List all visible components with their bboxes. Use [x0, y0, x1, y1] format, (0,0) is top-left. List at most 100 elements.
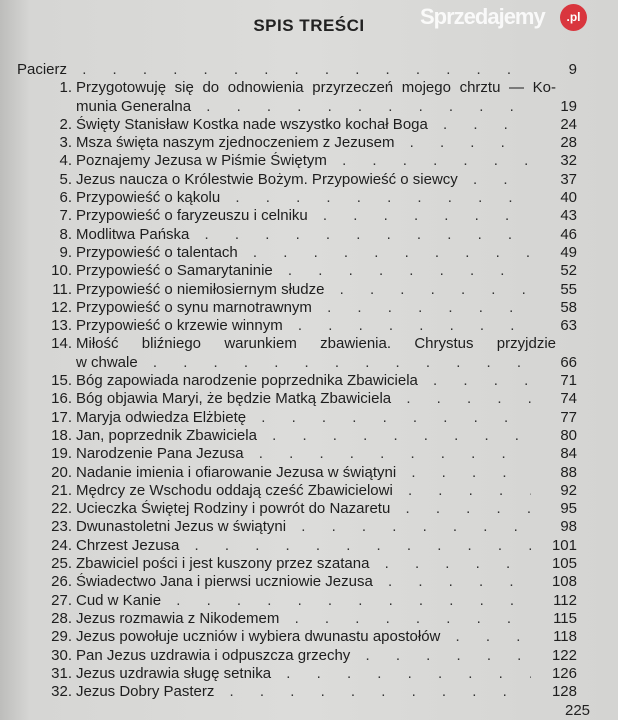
entry-title: Bóg objawia Maryi, że będzie Matką Zbawi…: [76, 390, 531, 408]
entry-title: w chwale . . . . . . . . . . . . . . . .…: [76, 354, 531, 372]
entry-number: 5.: [59, 170, 72, 188]
entry-title-text: Nadanie imienia i ofiarowanie Jezusa w ś…: [76, 463, 397, 481]
entry-title-text: Poznajemy Jezusa w Piśmie Świętym: [76, 152, 327, 170]
dot-leader: . . . . . . . . . . . . . . . . . . . . …: [261, 408, 531, 426]
toc-entry: 9. Przypowieść o talentach . . . . . . . …: [0, 244, 618, 262]
entry-title: Przypowieść o niemiłosiernym słudze . . …: [76, 281, 531, 299]
dot-leader: . . . . . . . . . . . . . . . . . . . . …: [384, 555, 531, 573]
entry-title-text: Cud w Kanie: [76, 591, 162, 609]
toc-entry: 31. Jezus uzdrawia sługę setnika . . . . …: [0, 665, 618, 683]
entry-title-text: Przypowieść o niemiłosiernym słudze: [76, 280, 325, 298]
entry-number: 19.: [51, 445, 72, 463]
entry-number: 8.: [59, 225, 72, 243]
entry-page-number: 80: [560, 426, 577, 444]
entry-number: 30.: [51, 646, 72, 664]
entry-number: 6.: [59, 189, 72, 207]
entry-title: Jezus powołuje uczniów i wybiera dwunast…: [76, 628, 531, 646]
entry-title-text: Przypowieść o synu marnotrawnym: [76, 298, 312, 316]
toc-entry: 24. Chrzest Jezusa . . . . . . . . . . . …: [0, 537, 618, 555]
toc-entry: 2. Święty Stanisław Kostka nade wszystko …: [0, 116, 618, 134]
dot-leader: . . . . . . . . . . . . . . . . . . . . …: [272, 426, 531, 444]
entry-title: Ucieczka Świętej Rodziny i powrót do Naz…: [76, 500, 531, 518]
toc-entry: 16. Bóg objawia Maryi, że będzie Matką Zb…: [0, 390, 618, 408]
entry-number: 25.: [51, 555, 72, 573]
entry-page-number: 63: [560, 317, 577, 335]
toc-entry: 22. Ucieczka Świętej Rodziny i powrót do …: [0, 500, 618, 518]
toc-entry: w chwale . . . . . . . . . . . . . . . .…: [0, 354, 618, 372]
dot-leader: . . . . . . . . . . . . . . . . . . . . …: [406, 390, 531, 408]
entry-number: 32.: [51, 683, 72, 701]
entry-title: Przypowieść o krzewie winnym . . . . . .…: [76, 317, 531, 335]
entry-page-number: 28: [560, 134, 577, 152]
dot-leader: . . . . . . . . . . . . . . . . . . . . …: [235, 189, 531, 207]
entry-page-number: 37: [560, 170, 577, 188]
toc-entry: 17. Maryja odwiedza Elżbietę . . . . . . …: [0, 409, 618, 427]
entry-title: Przypowieść o talentach . . . . . . . . …: [76, 244, 531, 262]
dot-leader: . . . . . . . . . . . . . . . . . . . . …: [229, 683, 531, 701]
toc-entry: 15. Bóg zapowiada narodzenie poprzednika …: [0, 372, 618, 390]
entry-page-number: 118: [553, 628, 577, 646]
entry-number: 31.: [51, 664, 72, 682]
dot-leader: . . . . . . . . . . . . . . . . . . . . …: [322, 207, 531, 225]
dot-leader: . . . . . . . . . . . . . . . . . . . . …: [286, 664, 531, 682]
toc-entry: 11. Przypowieść o niemiłosiernym słudze .…: [0, 281, 618, 299]
entry-page-number: 24: [560, 115, 577, 133]
entry-number: 22.: [51, 500, 72, 518]
entry-title: Narodzenie Pana Jezusa . . . . . . . . .…: [76, 445, 531, 463]
dot-leader: . . . . . . . . . . . . . . . . . . . . …: [443, 115, 531, 133]
dot-leader: . . . . . . . . . . . . . . . . . . . . …: [206, 97, 531, 115]
entry-page-number: 55: [560, 280, 577, 298]
dot-leader: . . . . . . . . . . . . . . . . . . . . …: [455, 628, 531, 646]
toc-entry: 23. Dwunastoletni Jezus w świątyni . . . …: [0, 518, 618, 536]
entry-page-number: 74: [560, 390, 577, 408]
entry-title-text: Przypowieść o kąkolu: [76, 189, 221, 207]
entry-title: Chrzest Jezusa . . . . . . . . . . . . .…: [76, 537, 531, 555]
entry-page-number: 66: [560, 353, 577, 371]
entry-page-number: 9: [568, 61, 577, 78]
watermark-logo: Sprzedajemy: [420, 4, 546, 29]
entry-page-number: 43: [560, 207, 577, 225]
toc-entry: 14. Miłość bliźniego warunkiem zbawienia.…: [0, 335, 618, 353]
toc-entry: 28. Jezus rozmawia z Nikodemem . . . . . …: [0, 610, 618, 628]
dot-leader: . . . . . . . . . . . . . . . . . . . . …: [194, 536, 531, 554]
dot-leader: . . . . . . . . . . . . . . . . . . . . …: [342, 152, 531, 170]
entry-page-number: 46: [560, 225, 577, 243]
entry-title-text: Bóg zapowiada narodzenie poprzednika Zba…: [76, 372, 418, 390]
dot-leader: . . . . . . . . . . . . . . . . . . . . …: [339, 280, 531, 298]
entry-title: Nadanie imienia i ofiarowanie Jezusa w ś…: [76, 464, 531, 482]
entry-title-text: Bóg objawia Maryi, że będzie Matką Zbawi…: [76, 390, 392, 408]
entry-title-text: Chrzest Jezusa: [76, 536, 180, 554]
entry-number: 3.: [59, 134, 72, 152]
entry-title: Miłość bliźniego warunkiem zbawienia. Ch…: [76, 335, 556, 353]
entry-page-number: 52: [560, 262, 577, 280]
entry-title-text: munia Generalna: [76, 97, 192, 115]
entry-number: 13.: [51, 317, 72, 335]
entry-title-text: Jezus naucza o Królestwie Bożym. Przypow…: [76, 170, 458, 188]
entry-page-number: 126: [551, 664, 577, 682]
entry-title-text: Modlitwa Pańska: [76, 225, 190, 243]
entry-title: Przygotowuję się do odnowienia przyrzecz…: [76, 79, 556, 97]
entry-title: Święty Stanisław Kostka nade wszystko ko…: [76, 116, 531, 134]
toc-entry: 25. Zbawiciel pości i jest kuszony przez …: [0, 555, 618, 573]
toc-entry: 5. Jezus naucza o Królestwie Bożym. Przyp…: [0, 171, 618, 189]
dot-leader: . . . . . . . . . . . . . . . . . . . . …: [152, 353, 531, 371]
entry-page-number: 40: [560, 189, 577, 207]
entry-page-number: 108: [551, 573, 577, 591]
entry-page-number: 58: [560, 298, 577, 316]
dot-leader: . . . . . . . . . . . . . . . . . . . . …: [82, 61, 531, 78]
entry-title: Modlitwa Pańska . . . . . . . . . . . . …: [76, 226, 531, 244]
entry-number: 21.: [51, 481, 72, 499]
entry-page-number: 101: [551, 536, 577, 554]
entry-title-text: Ucieczka Świętej Rodziny i powrót do Naz…: [76, 500, 391, 518]
entry-title: Jezus naucza o Królestwie Bożym. Przypow…: [76, 171, 531, 189]
dot-leader: . . . . . . . . . . . . . . . . . . . . …: [409, 134, 531, 152]
dot-leader: . . . . . . . . . . . . . . . . . . . . …: [258, 445, 531, 463]
entry-page-number: 19: [560, 97, 577, 115]
entry-page-number: 71: [560, 372, 577, 390]
entry-title-text: Jezus rozmawia z Nikodemem: [76, 609, 280, 627]
entry-title: Poznajemy Jezusa w Piśmie Świętym . . . …: [76, 152, 531, 170]
entry-page-number: 77: [560, 408, 577, 426]
entry-number: 9.: [59, 243, 72, 261]
entry-title: Jezus uzdrawia sługę setnika . . . . . .…: [76, 665, 531, 683]
entry-title-text: Przypowieść o krzewie winnym: [76, 317, 283, 335]
